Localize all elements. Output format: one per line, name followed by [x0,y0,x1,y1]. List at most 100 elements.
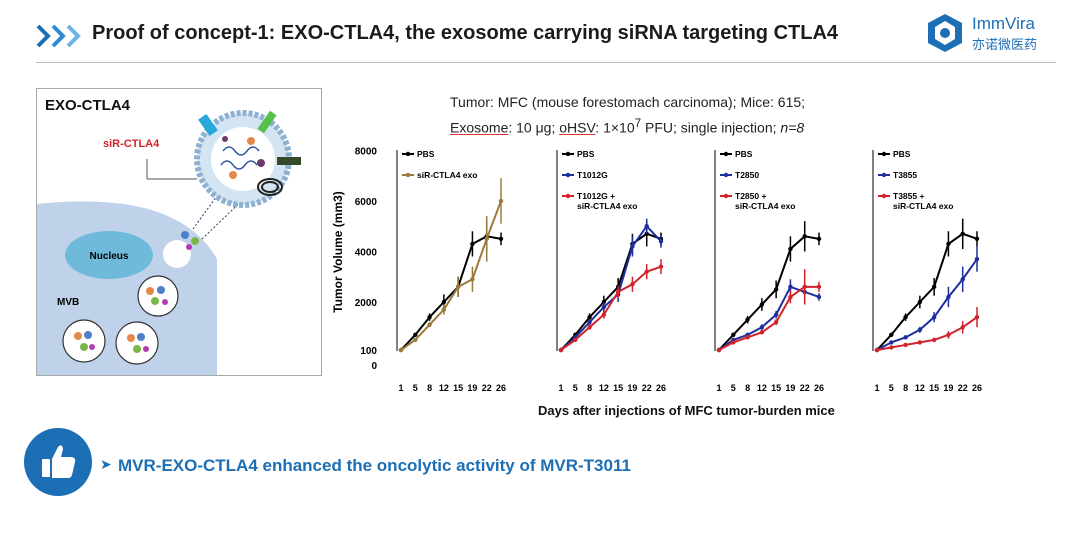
x-tick-label: 26 [496,383,506,393]
company-logo: ImmVira 亦诺微医药 [924,12,1064,56]
data-point [658,239,664,244]
legend-label: siR-CTLA4 exo [735,201,795,211]
x-tick-label: 22 [482,383,492,393]
x-tick-label: 12 [599,383,609,393]
data-point [759,302,765,307]
thumbs-up-icon [24,428,92,496]
y-tick-label: 0 [371,361,377,372]
series-line [718,235,820,351]
exosome-word: Exosome [450,119,509,136]
x-tick-label: 1 [558,383,563,393]
data-point [484,236,489,242]
legend-label: PBS [893,149,911,159]
data-point [441,307,447,312]
legend-label: T1012G [577,170,608,180]
mvb-vesicle [62,319,106,363]
data-point [455,284,461,290]
data-point [816,236,822,242]
legend-marker [565,151,571,157]
x-tick-label: 19 [627,383,637,393]
legend-marker [405,151,411,157]
data-point [644,224,649,229]
x-tick-label: 19 [785,383,795,393]
data-point [816,284,822,290]
x-tick-label: 26 [656,383,666,393]
data-point [874,347,880,353]
legend-marker [881,193,887,199]
sirna-label: siR-CTLA4 [103,138,160,150]
legend-marker [881,151,887,157]
caption-line-1: Tumor: MFC (mouse forestomach carcinoma)… [450,94,806,110]
y-tick-label: 4000 [355,247,378,258]
data-point [498,198,504,204]
data-point [903,342,908,348]
legend-label: PBS [577,149,595,159]
legend-marker [723,172,729,178]
data-point [731,332,736,338]
x-axis-title: Days after injections of MFC tumor-burde… [538,403,835,418]
x-tick-label: 15 [771,383,781,393]
page-title: Proof of concept-1: EXO-CTLA4, the exoso… [92,22,839,44]
data-point [573,337,578,343]
exo-ctla4-diagram: EXO-CTLA4 Nucleus MVB siR-CTLA4 [36,88,322,376]
data-point [427,314,432,320]
data-point [946,332,951,338]
data-point [773,320,779,325]
experiment-caption: Tumor: MFC (mouse forestomach carcinoma)… [450,92,805,139]
caption-line-2: Exosome: 10 μg; oHSV: 1×107 PFU; single … [450,117,805,136]
series-line [718,285,820,351]
x-tick-label: 5 [413,383,418,393]
data-point [974,314,980,320]
y-tick-label: 100 [360,346,377,357]
data-point [816,294,822,300]
data-point [917,340,923,345]
x-tick-label: 22 [958,383,968,393]
x-tick-label: 1 [874,383,879,393]
series-line [400,235,502,351]
data-point [974,256,980,262]
hexagon-logo-icon [928,14,962,52]
legend-label: PBS [735,149,753,159]
header: Proof of concept-1: EXO-CTLA4, the exoso… [0,0,1080,63]
series-line [876,258,978,351]
data-point [601,312,607,317]
x-tick-label: 1 [398,383,403,393]
data-point [716,347,722,353]
data-point [759,325,765,330]
x-tick-label: 19 [943,383,953,393]
data-point [587,314,592,320]
data-point [960,325,965,330]
conclusion-text: MVR-EXO-CTLA4 enhanced the oncolytic act… [118,456,631,475]
series-line [718,285,819,351]
legend-label: T3855 [893,170,917,180]
diagram-illustration: Nucleus MVB siR-CTLA4 [37,110,301,375]
data-point [587,325,592,330]
data-point [946,241,951,247]
nucleus-label: Nucleus [90,251,129,262]
data-point [470,277,475,282]
legend-label: siR-CTLA4 exo [417,170,477,180]
data-point [903,335,908,340]
data-point [413,332,418,338]
x-tick-label: 12 [439,383,449,393]
x-tick-label: 22 [642,383,652,393]
data-point [773,287,779,292]
data-point [802,284,807,290]
data-point [802,234,807,239]
y-tick-label: 8000 [355,146,378,157]
data-point [644,269,649,274]
data-point [917,327,923,332]
legend-marker [565,172,571,178]
data-point [889,345,894,350]
series-line [560,224,662,351]
data-point [470,241,475,247]
legend-label: T2850 + [735,191,766,201]
logo-chinese-name: 亦诺微医药 [972,37,1038,52]
data-point [731,340,736,345]
data-point [558,347,564,353]
legend-label: siR-CTLA4 exo [577,201,637,211]
x-tick-label: 8 [745,383,750,393]
legend-marker [881,172,887,178]
